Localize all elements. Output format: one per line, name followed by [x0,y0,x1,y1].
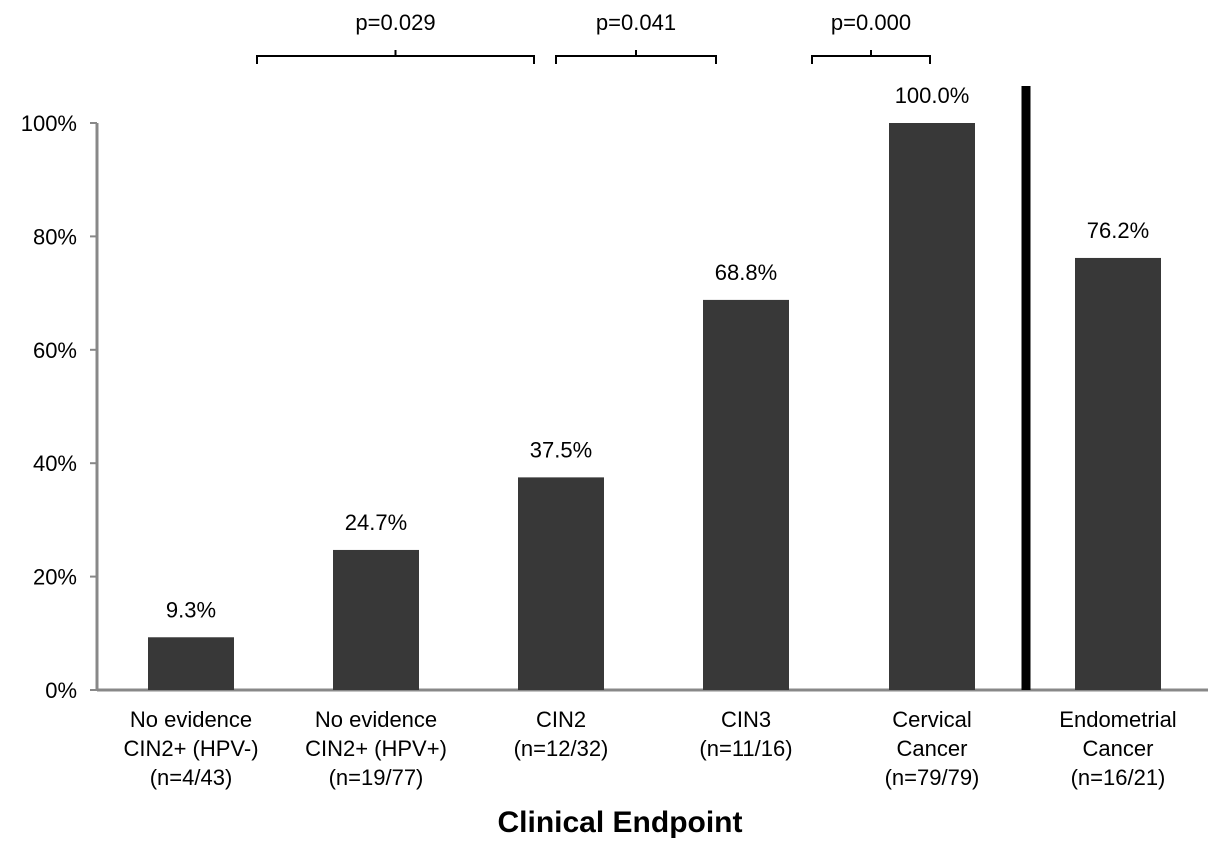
p-value-label: p=0.029 [355,10,435,35]
category-labels: No evidence CIN2+ (HPV-) (n=4/43) No eviden… [123,707,1176,790]
category-label: No evidence CIN2+ (HPV-) (n=4/43) [123,707,258,790]
significance-brackets: p=0.029 p=0.041 p=0.000 [256,10,931,64]
bar [1075,257,1161,690]
category-label: Endometrial Cancer (n=16/21) [1059,707,1176,790]
y-tick-label: 100% [21,111,77,136]
bar [518,477,604,690]
bar-value-label: 24.7% [345,510,407,535]
significance-bracket [555,50,717,64]
y-tick-label: 20% [33,565,77,590]
bar [889,123,975,690]
category-label: CIN2 (n=12/32) [514,707,609,761]
p-value-label: p=0.000 [831,10,911,35]
bar [703,299,789,690]
bar-value-label: 9.3% [166,597,216,622]
bar-value-label: 68.8% [715,260,777,285]
category-label: CIN3 (n=11/16) [699,707,792,761]
y-tick-label: 40% [33,451,77,476]
significance-bracket [256,50,535,64]
y-tick-label: 0% [45,678,77,703]
x-axis-title: Clinical Endpoint [498,806,743,839]
p-value-label: p=0.041 [596,10,676,35]
y-tick-label: 80% [33,224,77,249]
data-labels: 9.3% 24.7% 37.5% 68.8% 100.0% 76.2% [166,83,1149,622]
bar [333,549,419,690]
y-tick-label: 60% [33,338,77,363]
bar [148,637,234,690]
bar-value-label: 100.0% [895,83,970,108]
bars [148,86,1161,690]
category-label: No evidence CIN2+ (HPV+) (n=19/77) [305,707,447,790]
category-label: Cervical Cancer (n=79/79) [885,707,980,790]
bar-value-label: 76.2% [1087,218,1149,243]
bar-value-label: 37.5% [530,437,592,462]
significance-bracket [811,50,931,64]
y-axis: 0% 20% 40% 60% 80% 100% [21,111,1208,703]
